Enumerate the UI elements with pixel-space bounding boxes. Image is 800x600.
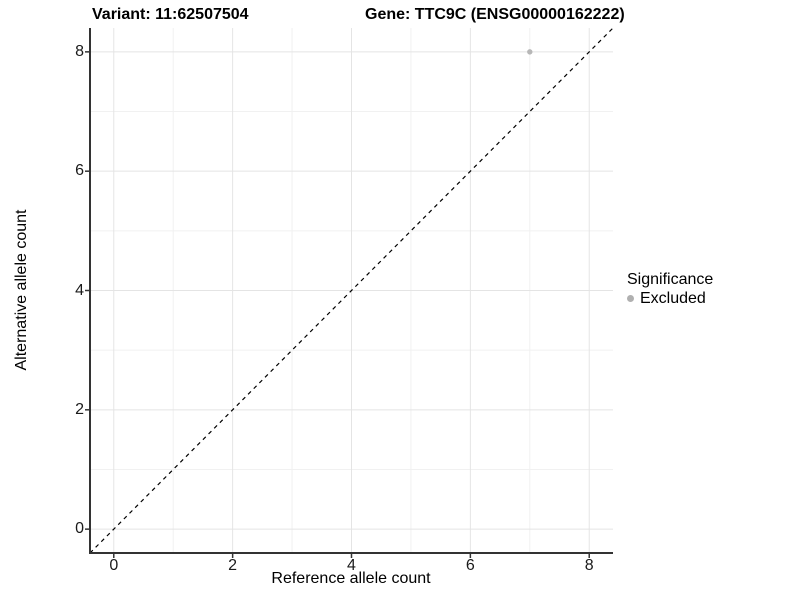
x-tick-label: 4 bbox=[347, 557, 356, 574]
y-tick-label: 2 bbox=[75, 400, 84, 418]
data-point bbox=[527, 49, 533, 55]
y-axis-title: Alternative allele count bbox=[13, 209, 30, 371]
legend-item-excluded: Excluded bbox=[627, 289, 713, 308]
y-tick-label: 0 bbox=[75, 520, 84, 538]
x-tick-label: 6 bbox=[465, 557, 475, 574]
x-tick-label: 8 bbox=[584, 557, 594, 574]
plot-title-variant: Variant: 11:62507504 bbox=[92, 6, 249, 23]
x-axis-title: Reference allele count bbox=[271, 570, 431, 587]
x-tick-label: 0 bbox=[109, 557, 119, 574]
y-tick-label: 8 bbox=[75, 42, 84, 60]
plot-title-gene: Gene: TTC9C (ENSG00000162222) bbox=[365, 6, 625, 23]
x-tick-label: 2 bbox=[228, 557, 238, 574]
identity-reference-line bbox=[89, 27, 614, 554]
legend-key-dot-icon bbox=[627, 295, 634, 302]
legend: Significance Excluded bbox=[627, 270, 713, 308]
y-tick-label: 4 bbox=[75, 281, 84, 299]
legend-title: Significance bbox=[627, 271, 714, 288]
y-tick-label: 6 bbox=[75, 162, 84, 180]
legend-item-label: Excluded bbox=[640, 290, 706, 307]
